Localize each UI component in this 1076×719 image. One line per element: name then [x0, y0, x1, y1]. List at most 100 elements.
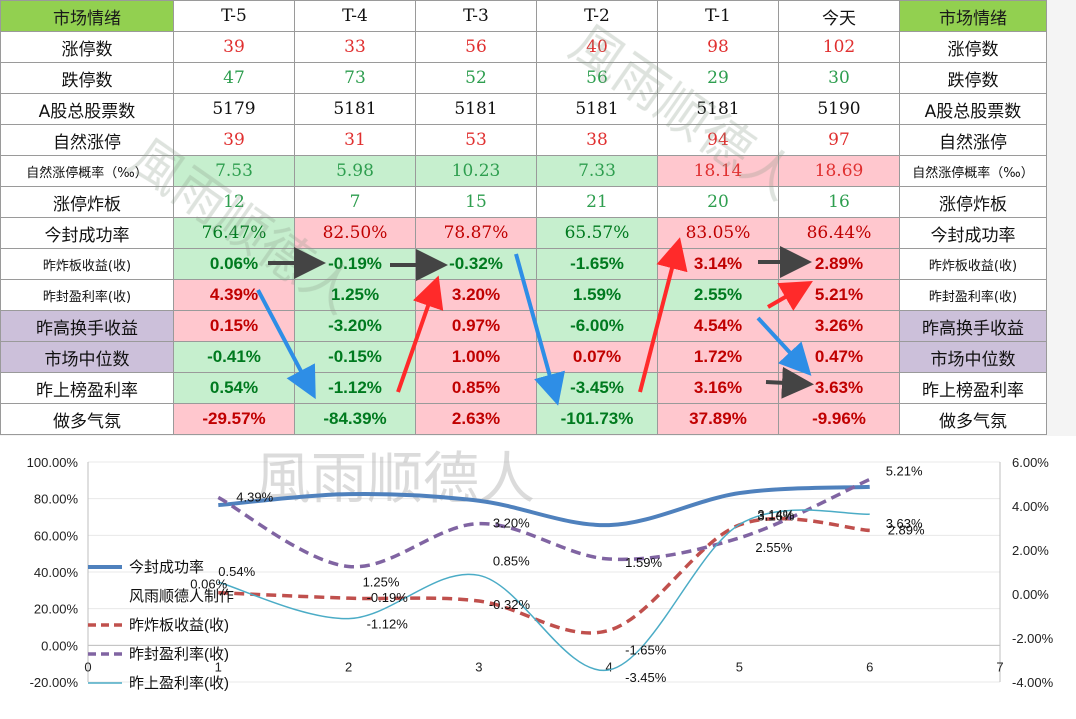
row-label: 涨停数	[899, 31, 1047, 63]
table-cell: 0.54%	[173, 372, 295, 404]
column-header-label: 市场情绪	[0, 0, 174, 32]
table-cell: 0.06%	[173, 248, 295, 280]
column-header-day: T-3	[415, 0, 537, 32]
table-cell: 29	[657, 62, 779, 94]
table-cell: 3.20%	[415, 279, 537, 311]
row-label: 跌停数	[0, 62, 174, 94]
table-cell: 65.57%	[536, 217, 658, 249]
x-tick-label: 5	[736, 659, 743, 674]
table-cell: 1.59%	[536, 279, 658, 311]
row-label: 昨高换手收益	[899, 310, 1047, 342]
x-tick-label: 6	[866, 659, 873, 674]
y-left-tick-label: 20.00%	[34, 602, 79, 617]
table-cell: 86.44%	[778, 217, 900, 249]
column-header-day: T-4	[294, 0, 416, 32]
table-cell: 0.07%	[536, 341, 658, 373]
data-label: -1.65%	[625, 642, 667, 657]
column-header-day: T-5	[173, 0, 295, 32]
table-cell: 4.39%	[173, 279, 295, 311]
table-cell: 0.15%	[173, 310, 295, 342]
table-cell: 12	[173, 186, 295, 218]
row-label: 自然涨停	[899, 124, 1047, 156]
row-label: 昨炸板收益(收)	[899, 248, 1047, 280]
y-left-tick-label: 100.00%	[27, 455, 79, 470]
chart-series	[217, 477, 871, 671]
table-cell: 1.00%	[415, 341, 537, 373]
table-cell: -29.57%	[173, 403, 295, 435]
data-label: 3.14%	[757, 507, 794, 522]
series-line	[218, 516, 870, 635]
table-row: 自然涨停概率（‰） 7.53 5.98 10.23 7.33 18.14 18.69 自然涨停…	[0, 155, 1047, 187]
table-cell: 56	[415, 31, 537, 63]
row-label: 自然涨停	[0, 124, 174, 156]
chart-data-labels: 0.06% -0.19% -0.32% -1.65% 3.14% 2.89% 4.39% 1.…	[190, 463, 925, 685]
table-cell: 37.89%	[657, 403, 779, 435]
table-cell: 3.26%	[778, 310, 900, 342]
table-cell: 0.97%	[415, 310, 537, 342]
table-cell: 39	[173, 31, 295, 63]
table-cell: 98	[657, 31, 779, 63]
data-label: 2.55%	[755, 540, 792, 555]
data-label: 3.16%	[757, 508, 794, 523]
row-label: 自然涨停概率（‰）	[899, 155, 1047, 187]
table-cell: 31	[294, 124, 416, 156]
table-row: 自然涨停 39 31 53 38 94 97 自然涨停	[0, 124, 1047, 156]
data-label: 0.85%	[493, 553, 530, 568]
column-header-label: 市场情绪	[899, 0, 1047, 32]
table-cell: 3.16%	[657, 372, 779, 404]
table-cell: 47	[173, 62, 295, 94]
table-row: A股总股票数 5179 5181 5181 5181 5181 5190 A股总股票数	[0, 93, 1047, 125]
table-cell: 10.23	[415, 155, 537, 187]
row-label: 昨上榜盈利率	[899, 372, 1047, 404]
table-cell: 83.05%	[657, 217, 779, 249]
y-left-tick-label: 40.00%	[34, 565, 79, 580]
table-cell: -0.15%	[294, 341, 416, 373]
table-cell: 73	[294, 62, 416, 94]
data-label: 3.20%	[493, 516, 530, 531]
table-cell: 2.89%	[778, 248, 900, 280]
market-sentiment-table: 市场情绪 T-5 T-4 T-3 T-2 T-1 今天 市场情绪 涨停数 39 33 56 40 98 10…	[0, 0, 1047, 435]
table-cell: -101.73%	[536, 403, 658, 435]
series-line	[218, 484, 870, 528]
table-row: 跌停数 47 73 52 56 29 30 跌停数	[0, 62, 1047, 94]
column-header-day: 今天	[778, 0, 900, 32]
table-cell: 82.50%	[294, 217, 416, 249]
table-cell: 5.98	[294, 155, 416, 187]
y-right-tick-label: -2.00%	[1012, 631, 1054, 646]
series-line	[217, 477, 871, 569]
table-row: 昨封盈利率(收) 4.39% 1.25% 3.20% 1.59% 2.55% 5.21% 昨封…	[0, 279, 1047, 311]
table-cell: 94	[657, 124, 779, 156]
series-line	[218, 509, 870, 671]
row-label: 今封成功率	[899, 217, 1047, 249]
data-label: -1.12%	[367, 617, 409, 632]
y-left-tick-label: -20.00%	[30, 675, 79, 690]
row-label: 市场中位数	[0, 341, 174, 373]
table-cell: 7.53	[173, 155, 295, 187]
legend-entry: 风雨顺德人制作	[129, 587, 234, 605]
y-right-tick-label: 0.00%	[1012, 587, 1049, 602]
data-label: 5.21%	[886, 463, 923, 478]
y-right-tick-label: 6.00%	[1012, 455, 1049, 470]
data-label: 1.25%	[363, 575, 400, 590]
sentiment-line-chart: 100.00%80.00%60.00%40.00%20.00%0.00%-20.…	[27, 447, 1054, 692]
row-label: 涨停数	[0, 31, 174, 63]
table-cell: 0.85%	[415, 372, 537, 404]
data-label: 4.39%	[236, 489, 273, 504]
table-cell: -1.12%	[294, 372, 416, 404]
row-label: 涨停炸板	[0, 186, 174, 218]
table-cell: 21	[536, 186, 658, 218]
legend-entry: 昨炸板收益(收)	[129, 616, 229, 634]
table-cell: 5190	[778, 93, 900, 125]
table-row: 涨停炸板 12 7 15 21 20 16 涨停炸板	[0, 186, 1047, 218]
row-label: A股总股票数	[899, 93, 1047, 125]
row-label: 昨高换手收益	[0, 310, 174, 342]
row-label: 昨上榜盈利率	[0, 372, 174, 404]
row-label: 做多气氛	[0, 403, 174, 435]
table-cell: 7.33	[536, 155, 658, 187]
table-cell: -9.96%	[778, 403, 900, 435]
table-cell: 3.14%	[657, 248, 779, 280]
y-right-tick-label: -4.00%	[1012, 675, 1054, 690]
table-cell: -1.65%	[536, 248, 658, 280]
chart-watermark: 風雨顺德人	[255, 447, 535, 510]
